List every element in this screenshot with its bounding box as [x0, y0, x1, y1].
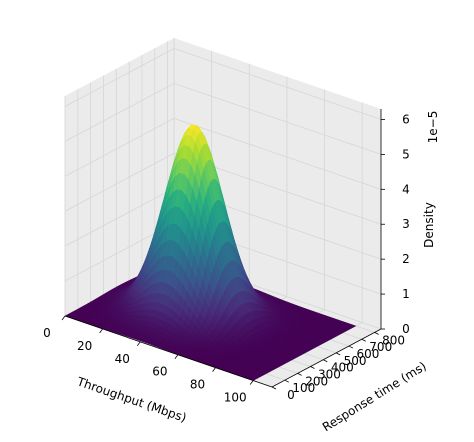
y-tick-mark: [310, 366, 315, 369]
x-tick-label: 100: [224, 391, 247, 405]
z-tick-label: 1: [402, 287, 410, 301]
x-tick-mark: [174, 354, 179, 359]
axis-lines: [64, 109, 382, 388]
left-pane: [65, 38, 174, 316]
x-tick-label: 80: [190, 378, 205, 392]
z-tick-label: 3: [402, 217, 410, 231]
z-offset-label: 1e−5: [426, 111, 440, 144]
y-tick-label: 700: [369, 340, 392, 354]
y-tick-mark: [271, 386, 277, 390]
grid-line-z: [64, 48, 382, 120]
x-tick-label: 40: [115, 352, 130, 366]
surface-mesh: [64, 124, 357, 381]
y-tick-label: 500: [344, 354, 367, 368]
y-tick-label: 200: [305, 374, 328, 388]
y-tick-label: 400: [331, 361, 354, 375]
x-tick-mark: [249, 380, 254, 385]
x-tick-label: 0: [43, 326, 51, 340]
y-tick-label: 0: [287, 388, 295, 402]
y-tick-label: 800: [382, 333, 405, 347]
x-tick-mark: [136, 341, 141, 347]
y-tick-mark: [284, 379, 290, 383]
y-axis-line: [271, 328, 382, 388]
z-axis-label: Density: [422, 202, 436, 248]
y-tick-mark: [348, 345, 354, 349]
y-tick-label: 300: [318, 368, 341, 382]
y-tick-mark: [374, 332, 379, 335]
z-tick-label: 2: [402, 252, 410, 266]
x-tick-label: 60: [152, 365, 167, 379]
z-tick-label: 4: [402, 182, 410, 196]
y-tick-mark: [361, 338, 366, 342]
x-tick-mark: [99, 328, 103, 334]
x-tick-mark: [212, 367, 216, 372]
z-tick-label: 6: [402, 112, 410, 126]
grid-line-z: [64, 82, 382, 155]
x-tick-mark: [61, 315, 66, 321]
z-tick-label: 5: [402, 147, 410, 161]
z-tick-label: 0: [402, 322, 410, 336]
x-axis-label: Throughput (Mbps): [74, 374, 188, 425]
grid-line-z: [64, 152, 382, 225]
y-tick-mark: [335, 352, 341, 356]
grid-line-z: [64, 117, 382, 190]
y-tick-mark: [323, 359, 328, 363]
x-tick-label: 20: [77, 339, 92, 353]
y-tick-label: 100: [292, 381, 315, 395]
y-tick-label: 600: [356, 347, 379, 361]
y-tick-mark: [297, 372, 302, 376]
x-axis-line: [64, 315, 273, 388]
